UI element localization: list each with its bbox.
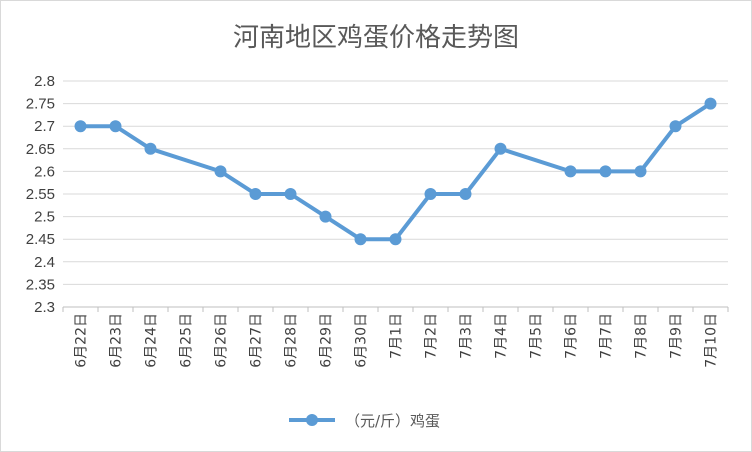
x-tick-label: 6月26日	[214, 313, 230, 368]
y-tick-label: 2.7	[34, 118, 55, 135]
x-tick-label: 6月23日	[109, 313, 125, 368]
data-point	[424, 188, 437, 200]
x-tick-label: 6月25日	[179, 313, 195, 368]
data-point	[494, 142, 507, 155]
x-tick-label: 6月22日	[74, 313, 90, 368]
x-tick-label: 6月30日	[354, 313, 370, 368]
x-tick-label: 6月28日	[284, 313, 300, 368]
data-point	[214, 165, 227, 178]
data-point	[389, 233, 402, 246]
x-tick-label: 7月4日	[494, 313, 510, 359]
data-point	[319, 210, 332, 223]
legend-marker	[306, 414, 318, 426]
y-tick-label: 2.75	[26, 96, 55, 113]
data-point	[284, 188, 297, 200]
x-tick-label: 7月9日	[669, 313, 685, 359]
x-axis-ticks: 6月22日 6月23日 6月24日 6月25日 6月26日 6月27日 6月28日 6月29日…	[74, 313, 720, 368]
x-tick-label: 7月3日	[459, 313, 475, 359]
data-point	[249, 188, 262, 200]
data-point	[599, 165, 612, 178]
y-tick-label: 2.8	[34, 73, 55, 90]
data-point	[704, 97, 717, 110]
y-tick-label: 2.5	[34, 209, 55, 226]
legend: （元/斤）鸡蛋	[289, 412, 440, 430]
data-point	[634, 165, 647, 178]
y-tick-label: 2.35	[26, 276, 55, 293]
data-point	[564, 165, 577, 178]
x-tick-label: 6月27日	[249, 313, 265, 368]
data-point	[354, 233, 367, 246]
x-tick-label: 6月29日	[319, 313, 335, 368]
x-tick-label: 7月5日	[529, 313, 545, 359]
x-tick-label: 7月2日	[424, 313, 440, 359]
data-point	[144, 142, 157, 155]
series-layer	[74, 97, 717, 246]
data-point	[74, 120, 87, 133]
x-tick-label: 6月24日	[144, 313, 160, 368]
x-tick-label: 7月6日	[564, 313, 580, 359]
y-axis-ticks: 2.8 2.75 2.7 2.65 2.6 2.55 2.5 2.45 2.4 2.35 2.3	[26, 73, 55, 316]
x-tick-label: 7月10日	[704, 313, 720, 368]
gridlines	[62, 80, 729, 312]
x-tick-label: 7月1日	[389, 313, 405, 359]
y-tick-label: 2.4	[34, 254, 55, 271]
data-point	[669, 120, 682, 133]
y-tick-label: 2.45	[26, 231, 55, 248]
y-tick-label: 2.6	[34, 163, 55, 180]
x-tick-label: 7月8日	[634, 313, 650, 359]
x-tick-label: 7月7日	[599, 313, 615, 359]
legend-label: （元/斤）鸡蛋	[345, 412, 440, 430]
data-point	[459, 188, 472, 200]
chart-title: 河南地区鸡蛋价格走势图	[233, 23, 519, 53]
y-tick-label: 2.65	[26, 141, 55, 158]
y-tick-label: 2.3	[34, 299, 55, 316]
y-tick-label: 2.55	[26, 186, 55, 203]
data-point	[109, 120, 122, 133]
